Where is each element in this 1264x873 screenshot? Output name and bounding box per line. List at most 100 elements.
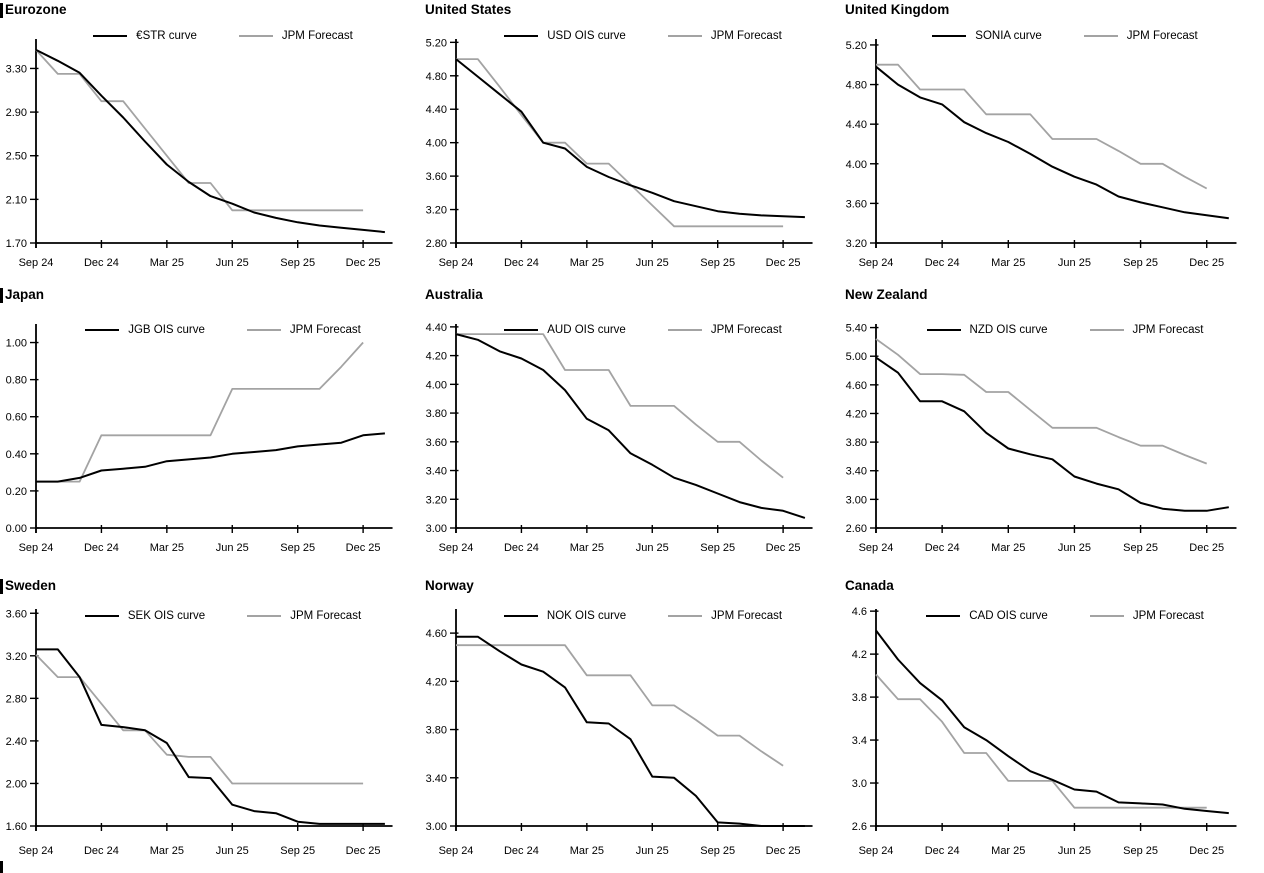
legend-label: JPM Forecast (710, 30, 782, 42)
x-tick-label: Dec 24 (84, 257, 119, 269)
y-tick-label: 4.20 (426, 676, 447, 688)
x-tick-label: Mar 25 (991, 257, 1025, 269)
y-tick-label: 4.20 (426, 351, 447, 363)
chart-title: Eurozone (5, 2, 67, 17)
y-tick-label: 3.30 (6, 63, 27, 75)
series-line-sonia-curve (875, 65, 1229, 220)
series-line-jpm-forecast (456, 644, 784, 767)
legend-label: AUD OIS curve (547, 324, 626, 336)
series-line-str-curve (35, 49, 386, 234)
y-tick-label: 3.4 (852, 735, 867, 747)
y-tick-label: 2.90 (6, 107, 27, 119)
legend-label: JPM Forecast (289, 324, 361, 336)
y-tick-label: 4.00 (426, 138, 447, 150)
series-line-jpm-forecast (35, 49, 364, 212)
y-tick-label: 3.40 (846, 466, 867, 478)
legend-label: NZD OIS curve (969, 324, 1048, 336)
legend-label: SONIA curve (975, 30, 1042, 42)
y-tick-label: 3.00 (426, 821, 447, 833)
chart-panel: United Kingdom SONIA curve JPM Forecast 5… (840, 0, 1264, 285)
legend-line-sample-icon (246, 328, 281, 332)
legend-line-sample-icon (667, 328, 702, 332)
legend-line-sample-icon (668, 614, 703, 618)
x-tick-label: Mar 25 (150, 845, 184, 857)
series-line-jgb-ois-curve (36, 432, 385, 483)
x-tick-label: Sep 25 (280, 845, 315, 857)
y-tick-label: 3.0 (852, 778, 867, 790)
chart-legend: SONIA curve JPM Forecast (876, 30, 1254, 42)
x-tick-label: Sep 24 (19, 845, 54, 857)
x-tick-label: Sep 24 (439, 257, 474, 269)
chart-legend: NOK OIS curve JPM Forecast (456, 610, 830, 622)
x-tick-label: Sep 25 (1123, 542, 1158, 554)
x-tick-label: Dec 25 (346, 257, 381, 269)
chart-title: Canada (845, 578, 894, 593)
legend-line-sample-icon (1089, 614, 1124, 618)
legend-item-jpm-forecast: JPM Forecast (667, 30, 782, 42)
legend-line-sample-icon (504, 34, 539, 38)
series-line-aud-ois-curve (455, 333, 806, 519)
y-tick-label: 3.60 (426, 437, 447, 449)
y-tick-label: 2.40 (6, 736, 27, 748)
chart-plot: 4.6 4.2 3.8 3.4 3.0 2.6 Sep 24 Dec 24 Mar 25 Jun … (852, 606, 1237, 857)
legend-item-jpm-forecast: JPM Forecast (667, 324, 782, 336)
series-line-usd-ois-curve (455, 58, 805, 219)
legend-label: JPM Forecast (281, 30, 353, 42)
legend-item-usd-ois-curve: USD OIS curve (504, 30, 626, 42)
y-tick-label: 4.80 (426, 71, 447, 83)
y-tick-label: 2.10 (6, 194, 27, 206)
chart-panel: Australia AUD OIS curve JPM Forecast 4.40… (420, 285, 840, 570)
chart-plot: 4.60 4.20 3.80 3.40 3.00 Sep 24 Dec 24 Mar 25 Ju… (426, 609, 813, 857)
chart-plot: 5.20 4.80 4.40 4.00 3.60 3.20 2.80 Sep 24 Dec 24… (426, 37, 813, 269)
y-tick-label: 4.2 (852, 649, 867, 661)
legend-line-sample-icon (504, 328, 539, 332)
y-tick-label: 4.00 (846, 159, 867, 171)
x-tick-label: Jun 25 (1058, 542, 1091, 554)
x-tick-label: Mar 25 (991, 845, 1025, 857)
y-tick-label: 4.40 (426, 322, 447, 334)
legend-line-sample-icon (85, 328, 120, 332)
y-tick-label: 0.60 (6, 412, 27, 424)
legend-label: JPM Forecast (711, 610, 783, 622)
legend-label: USD OIS curve (547, 30, 626, 42)
x-tick-label: Sep 25 (700, 257, 735, 269)
y-tick-label: 3.80 (846, 437, 867, 449)
y-tick-label: 3.40 (426, 773, 447, 785)
series-line-nzd-ois-curve (875, 356, 1229, 512)
x-tick-label: Jun 25 (216, 542, 249, 554)
x-tick-label: Jun 25 (636, 542, 669, 554)
legend-line-sample-icon (932, 34, 967, 38)
legend-label: CAD OIS curve (969, 610, 1048, 622)
legend-item-jpm-forecast: JPM Forecast (246, 324, 361, 336)
legend-line-sample-icon (926, 614, 961, 618)
y-tick-label: 2.80 (6, 693, 27, 705)
chart-legend: JGB OIS curve JPM Forecast (36, 324, 410, 336)
x-tick-label: Sep 24 (859, 542, 894, 554)
chart-title: United Kingdom (845, 2, 950, 17)
y-tick-label: 3.60 (6, 608, 27, 620)
legend-line-sample-icon (1089, 328, 1124, 332)
y-tick-label: 0.40 (6, 449, 27, 461)
legend-label: JPM Forecast (1132, 324, 1204, 336)
x-tick-label: Sep 25 (280, 542, 315, 554)
x-tick-label: Dec 25 (1189, 845, 1224, 857)
legend-item-str-curve: €STR curve (93, 30, 197, 42)
chart-legend: CAD OIS curve JPM Forecast (876, 610, 1254, 622)
x-tick-label: Sep 24 (19, 257, 54, 269)
chart-panel: Norway NOK OIS curve JPM Forecast 4.60 4.2… (420, 570, 840, 873)
series-line-jpm-forecast (876, 63, 1208, 190)
chart-plot: 1.00 0.80 0.60 0.40 0.20 0.00 Sep 24 Dec 24 Mar … (6, 324, 393, 554)
chart-title: Japan (5, 287, 45, 302)
y-tick-label: 4.40 (426, 104, 447, 116)
y-tick-label: 4.20 (846, 408, 867, 420)
x-tick-label: Dec 25 (346, 845, 381, 857)
section-marker-icon (0, 579, 3, 594)
y-tick-label: 5.20 (846, 40, 867, 52)
chart-plot: 3.60 3.20 2.80 2.40 2.00 1.60 Sep 24 Dec 24 Mar … (6, 608, 393, 857)
series-line-jpm-forecast (875, 673, 1207, 809)
y-tick-label: 4.80 (846, 80, 867, 92)
x-tick-label: Jun 25 (216, 257, 249, 269)
x-tick-label: Jun 25 (1058, 257, 1091, 269)
chart-title: Sweden (5, 578, 57, 593)
x-tick-label: Dec 24 (504, 542, 539, 554)
